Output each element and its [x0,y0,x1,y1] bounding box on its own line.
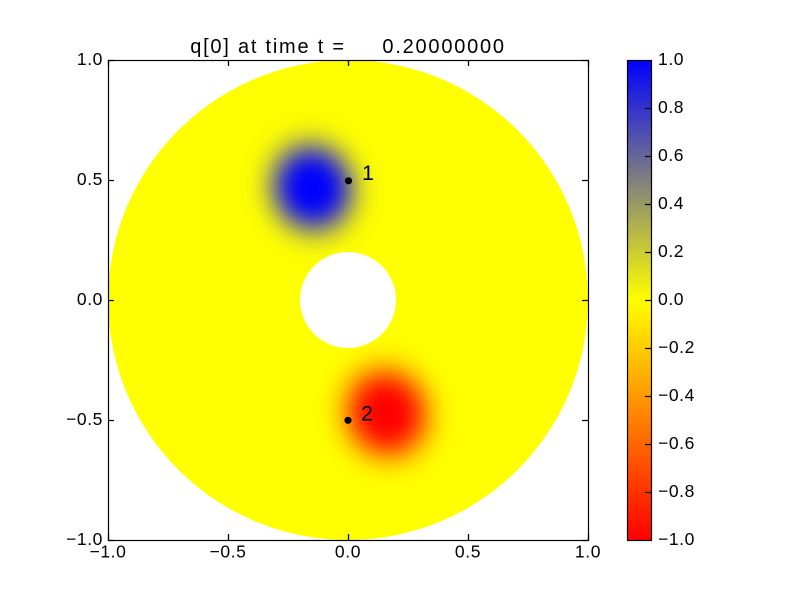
svg-text:0.4: 0.4 [658,193,684,213]
svg-text:−0.5: −0.5 [66,409,103,429]
svg-text:0.5: 0.5 [77,169,103,189]
svg-text:q[0] at time t = 0.2000000: q[0] at time t = 0.20000000 [190,36,506,58]
svg-text:−0.4: −0.4 [658,385,695,405]
svg-text:1: 1 [362,161,374,185]
svg-text:0.8: 0.8 [658,97,684,117]
svg-text:2: 2 [361,402,373,426]
svg-text:1.0: 1.0 [658,49,684,69]
svg-text:1.0: 1.0 [575,542,601,562]
svg-text:−0.5: −0.5 [210,542,247,562]
svg-text:0.0: 0.0 [335,542,361,562]
svg-text:0.0: 0.0 [77,289,103,309]
svg-text:1.0: 1.0 [77,49,103,69]
svg-text:0.0: 0.0 [658,289,684,309]
svg-text:−0.8: −0.8 [658,481,695,501]
svg-text:−1.0: −1.0 [658,529,695,549]
svg-text:−1.0: −1.0 [90,542,127,562]
svg-text:0.2: 0.2 [658,241,684,261]
svg-text:0.5: 0.5 [455,542,481,562]
svg-text:0.6: 0.6 [658,145,684,165]
svg-text:−1.0: −1.0 [66,529,103,549]
svg-text:−0.6: −0.6 [658,433,695,453]
svg-text:−0.2: −0.2 [658,337,695,357]
